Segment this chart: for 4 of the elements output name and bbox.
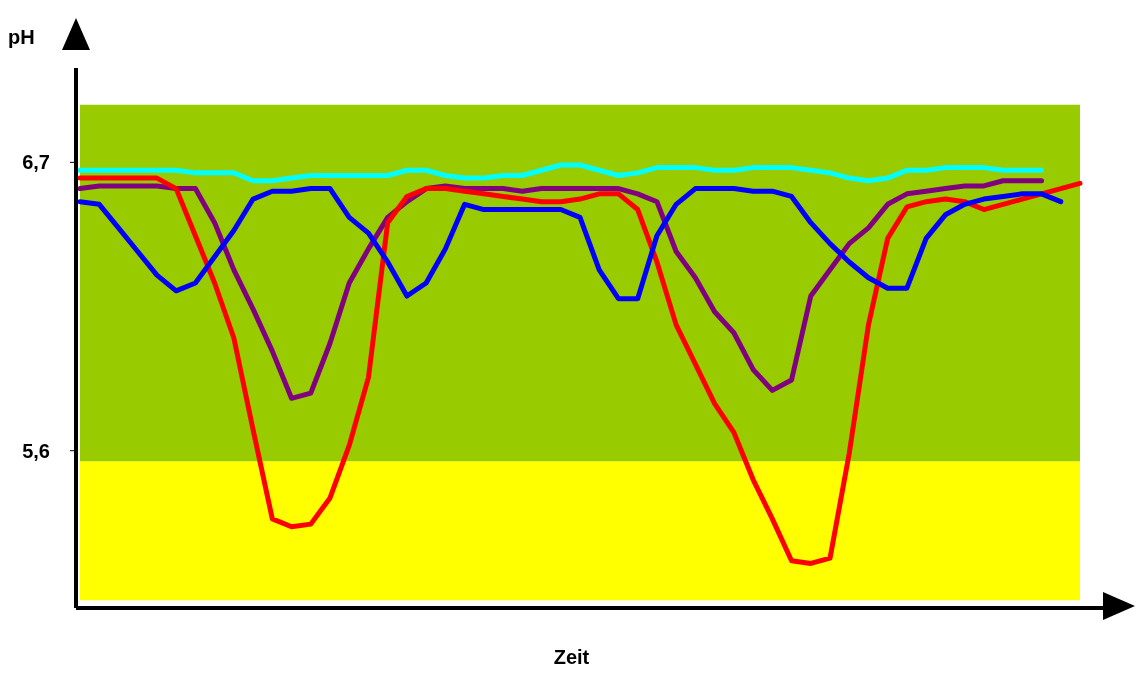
y-axis-title: pH xyxy=(8,26,35,49)
x-axis-title: Zeit xyxy=(552,646,591,669)
y-tick-label: 6,7 xyxy=(22,151,50,174)
y-tick-label: 5,6 xyxy=(22,439,50,462)
